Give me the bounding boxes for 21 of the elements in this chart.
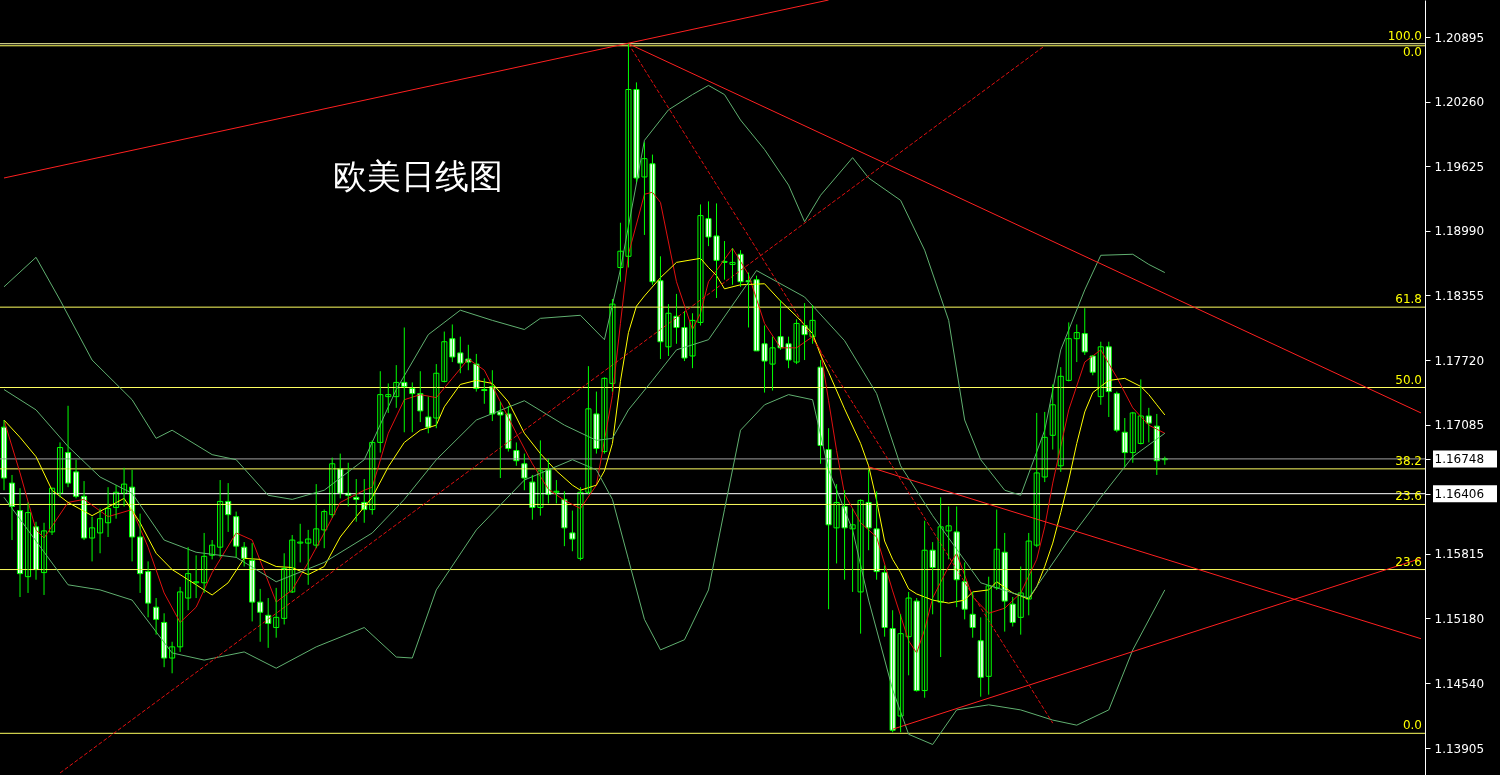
annotation: 50.0 [1395,372,1422,387]
y-tick-label: 1.17720 [1434,353,1485,368]
y-tick-label: 1.20895 [1434,30,1485,45]
y-tick-label: 1.19625 [1434,159,1485,174]
y-tick-label: 1.16406 [1434,487,1485,502]
annotation: 38.2 [1395,453,1422,468]
y-tick-label: 1.18990 [1434,224,1485,239]
annotation: 0.0 [1402,718,1422,733]
text: 欧美日线图 [333,156,503,196]
y-tick-label: 1.20260 [1434,95,1485,110]
y-tick-label: 1.18355 [1434,288,1485,303]
y-tick-label: 1.15180 [1434,611,1485,626]
y-tick-label: 1.15815 [1434,547,1485,562]
annotation: 61.8 [1395,292,1422,307]
annotation: 23.6 [1395,489,1422,504]
y-tick-label: 1.13905 [1434,741,1485,756]
y-tick-label: 1.14540 [1434,676,1485,691]
y-tick-label: 1.16748 [1434,452,1485,467]
annotation: 100.0 [1387,28,1422,43]
annotation: 0.0 [1402,44,1422,59]
y-tick-label: 1.17085 [1434,418,1485,433]
